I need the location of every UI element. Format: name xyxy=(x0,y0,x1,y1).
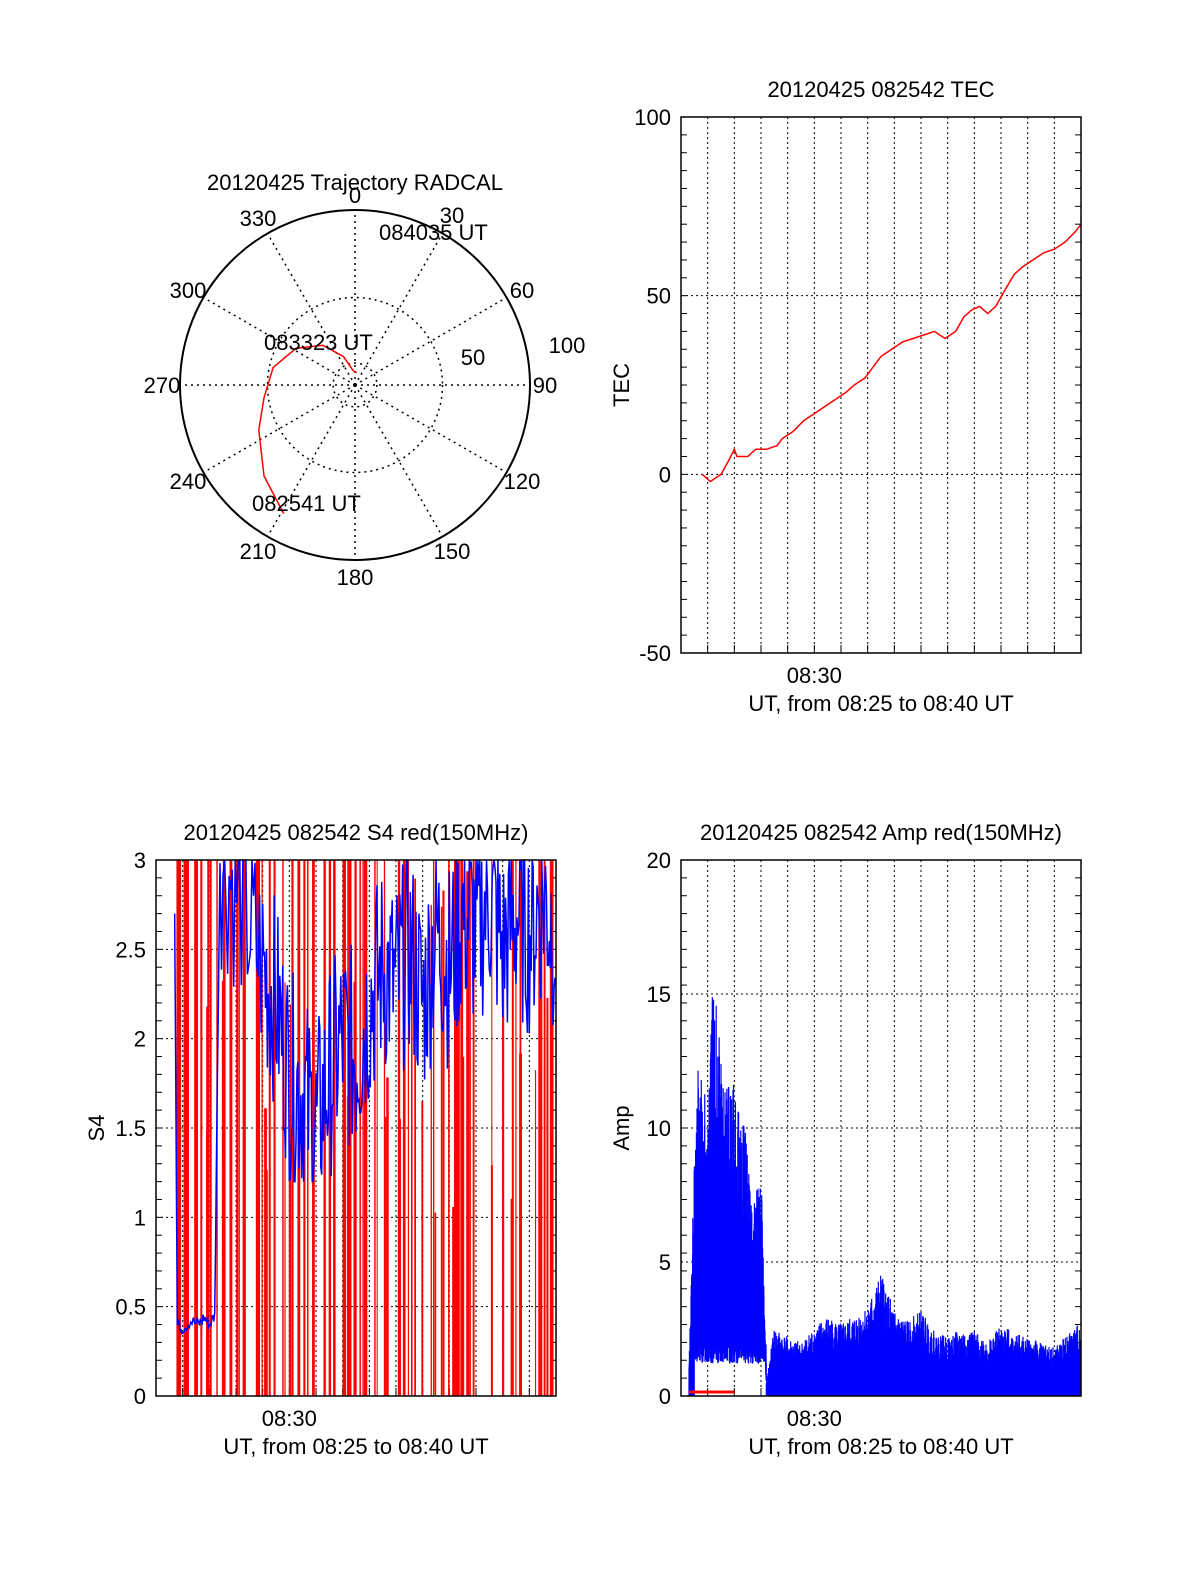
y-tick-label: 1 xyxy=(134,1205,146,1230)
y-axis-label: Amp xyxy=(609,1105,634,1150)
polar-angle-label: 60 xyxy=(510,278,534,303)
tec-series-line xyxy=(701,223,1082,483)
y-tick-label: 100 xyxy=(634,105,671,130)
y-tick-label: 0 xyxy=(659,462,671,487)
polar-title: 20120425 Trajectory RADCAL xyxy=(207,170,503,195)
y-tick-label: 2 xyxy=(134,1027,146,1052)
panel-title-tec: 20120425 082542 TEC xyxy=(767,77,994,102)
y-tick-label: 5 xyxy=(659,1250,671,1275)
tec-plot-frame xyxy=(680,116,1082,654)
polar-angle-label: 210 xyxy=(240,539,277,564)
y-tick-label: 10 xyxy=(647,1116,671,1141)
s4-plot-frame xyxy=(155,859,557,1397)
amp-plot-frame xyxy=(680,859,1082,1397)
x-tick-label: 08:30 xyxy=(787,663,842,688)
polar-spoke xyxy=(354,296,507,386)
polar-angle-label: 180 xyxy=(337,565,374,590)
polar-spoke xyxy=(203,296,356,386)
polar-spoke xyxy=(354,384,507,474)
y-axis-label: TEC xyxy=(609,363,634,407)
polar-annotation-start: 082541 UT xyxy=(252,491,361,516)
polar-angle-label: 90 xyxy=(533,373,557,398)
polar-angle-label: 330 xyxy=(240,206,277,231)
x-tick-label: 08:30 xyxy=(787,1406,842,1431)
polar-angle-label: 270 xyxy=(144,373,181,398)
x-axis-label: UT, from 08:25 to 08:40 UT xyxy=(748,1434,1013,1459)
polar-angle-label: 0 xyxy=(349,183,361,208)
polar-grid-ring xyxy=(332,362,378,408)
polar-angle-label: 150 xyxy=(434,539,471,564)
polar-radius-label: 100 xyxy=(549,333,586,358)
polar-trajectory-line xyxy=(258,344,358,514)
polar-angle-label: 30 xyxy=(440,203,464,228)
panel-title-s4: 20120425 082542 S4 red(150MHz) xyxy=(184,820,529,845)
y-tick-label: 3 xyxy=(134,848,146,873)
y-tick-label: 15 xyxy=(647,982,671,1007)
x-tick-label: 08:30 xyxy=(262,1406,317,1431)
y-tick-label: 0 xyxy=(134,1384,146,1409)
x-axis-label: UT, from 08:25 to 08:40 UT xyxy=(748,691,1013,716)
polar-annotation-end: 084035 UT xyxy=(379,220,488,245)
x-axis-label: UT, from 08:25 to 08:40 UT xyxy=(223,1434,488,1459)
y-tick-label: 20 xyxy=(647,848,671,873)
polar-angle-label: 120 xyxy=(504,469,541,494)
polar-spoke xyxy=(354,233,444,386)
polar-spoke xyxy=(266,233,356,386)
y-tick-label: -50 xyxy=(639,641,671,666)
y-tick-label: 50 xyxy=(647,284,671,309)
panel-title-amp: 20120425 082542 Amp red(150MHz) xyxy=(700,820,1062,845)
polar-angle-label: 240 xyxy=(170,469,207,494)
polar-angle-label: 300 xyxy=(170,278,207,303)
polar-spoke xyxy=(203,384,356,474)
polar-grid-ring xyxy=(266,296,444,474)
y-tick-label: 0 xyxy=(659,1384,671,1409)
polar-radius-label: 50 xyxy=(461,345,485,370)
y-axis-label: S4 xyxy=(84,1115,109,1142)
y-tick-label: 2.5 xyxy=(115,937,146,962)
y-tick-label: 0.5 xyxy=(115,1295,146,1320)
y-tick-label: 1.5 xyxy=(115,1116,146,1141)
polar-annotation-mid: 083323 UT xyxy=(264,330,373,355)
polar-spoke xyxy=(354,384,444,537)
